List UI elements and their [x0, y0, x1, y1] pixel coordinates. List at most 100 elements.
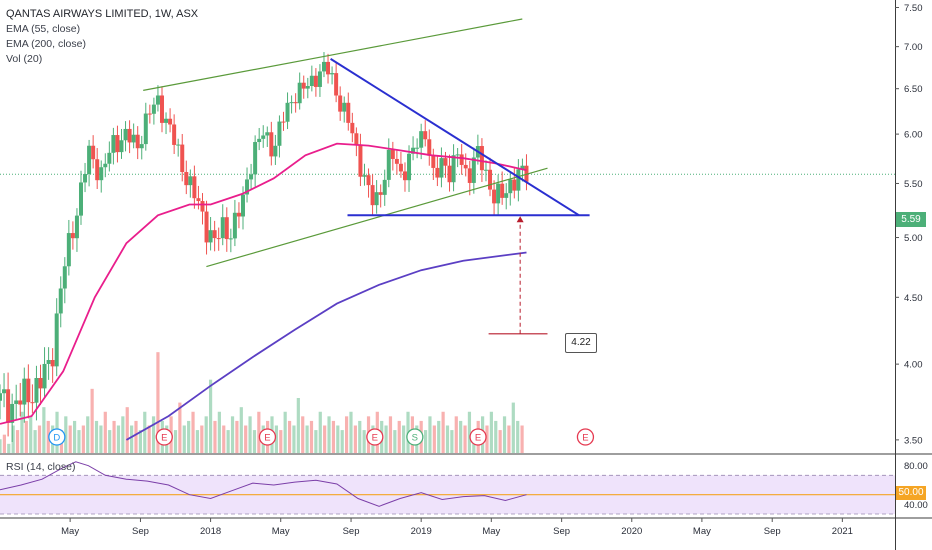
- volume-bar: [178, 402, 182, 453]
- candle-body: [184, 172, 189, 186]
- volume-bar: [498, 430, 502, 453]
- candle-body: [309, 75, 314, 86]
- candle-body: [261, 135, 266, 139]
- volume-bar: [467, 411, 472, 453]
- candle-body: [46, 360, 51, 364]
- candle-body: [22, 378, 27, 405]
- event-marker-e[interactable]: [576, 428, 595, 446]
- event-marker-d[interactable]: [48, 428, 66, 446]
- volume-bar: [454, 416, 458, 453]
- volume-bar: [428, 416, 432, 453]
- event-marker-s[interactable]: [406, 428, 424, 446]
- candle-body: [447, 165, 452, 183]
- event-marker-label: D: [53, 433, 60, 444]
- volume-bar: [494, 420, 498, 453]
- volume-bar: [279, 430, 283, 453]
- candle-body: [471, 157, 476, 183]
- candle-body: [240, 194, 245, 217]
- candle-body: [277, 121, 282, 146]
- price-tick-label: 5.00: [904, 233, 923, 244]
- candle-body: [74, 215, 79, 239]
- candle-body: [346, 102, 351, 123]
- volume-bar: [450, 430, 454, 453]
- candle-body: [224, 217, 229, 240]
- candle-body: [435, 167, 440, 178]
- candle-body: [78, 182, 83, 216]
- candle-body: [350, 122, 355, 134]
- candle-body: [483, 169, 488, 171]
- legend-volume[interactable]: Vol (20): [6, 53, 43, 65]
- candle-body: [50, 360, 55, 367]
- legend-ema55[interactable]: EMA (55, close): [6, 23, 81, 35]
- volume-bar: [151, 416, 156, 453]
- candle-body: [91, 145, 96, 160]
- candle-body: [2, 389, 7, 394]
- volume-bar: [195, 430, 200, 453]
- candle-body: [54, 313, 59, 367]
- event-marker-e[interactable]: [258, 428, 277, 446]
- current-price-badge: 5.59: [896, 212, 926, 227]
- candle-body: [492, 189, 497, 204]
- volume-bar: [520, 425, 524, 453]
- volume-bar: [384, 425, 388, 453]
- rsi-legend[interactable]: RSI (14, close): [6, 461, 76, 473]
- volume-bar: [112, 420, 116, 453]
- volume-bar: [459, 420, 463, 453]
- event-marker-e[interactable]: [155, 428, 173, 446]
- event-marker-label: E: [264, 433, 270, 444]
- volume-bar: [502, 416, 507, 453]
- target-price-callout[interactable]: 4.22: [565, 333, 597, 353]
- candle-body: [42, 363, 47, 389]
- volume-bar: [226, 430, 230, 453]
- candle-body: [496, 183, 501, 204]
- volume-bar: [116, 425, 121, 453]
- event-marker-e[interactable]: [469, 428, 487, 446]
- candle-body: [6, 389, 11, 423]
- symbol-title[interactable]: QANTAS AIRWAYS LIMITED, 1W, ASX: [6, 8, 199, 20]
- candle-body: [402, 171, 407, 181]
- event-marker-label: E: [372, 433, 378, 444]
- volume-bar: [15, 430, 20, 453]
- time-tick-label: Sep: [553, 526, 570, 537]
- candle-body: [512, 179, 517, 191]
- candle-body: [10, 403, 15, 423]
- volume-bar: [239, 407, 243, 453]
- candle-body: [99, 167, 104, 181]
- volume-bar: [432, 425, 436, 453]
- time-tick-label: May: [61, 526, 79, 537]
- volume-bar: [244, 425, 248, 453]
- candle-body: [338, 95, 343, 112]
- channel-lower-line[interactable]: [206, 167, 548, 268]
- triangle-upper-line[interactable]: [330, 58, 580, 217]
- volume-bar: [296, 398, 300, 453]
- time-tick-label: May: [482, 526, 500, 537]
- volume-bar: [314, 430, 318, 453]
- volume-bar: [402, 425, 406, 453]
- volume-bar: [99, 425, 103, 453]
- candle-body: [386, 149, 391, 180]
- event-marker-e[interactable]: [366, 428, 384, 446]
- candle-body: [0, 393, 2, 401]
- volume-bar: [274, 425, 278, 453]
- volume-bar: [182, 425, 186, 453]
- candle-body: [520, 165, 525, 170]
- candle-body: [427, 139, 432, 156]
- volume-bar: [94, 420, 99, 453]
- candle-body: [245, 179, 250, 195]
- volume-bar: [336, 425, 340, 453]
- legend-ema200[interactable]: EMA (200, close): [6, 38, 86, 50]
- price-tick-label: 4.00: [904, 360, 923, 371]
- volume-bar: [0, 439, 2, 453]
- rsi-tick-label: 80.00: [904, 461, 928, 472]
- volume-bar: [516, 420, 520, 453]
- volume-bar: [323, 425, 327, 453]
- volume-bar: [441, 411, 445, 453]
- volume-bar: [301, 416, 305, 453]
- channel-upper-line[interactable]: [143, 18, 523, 91]
- price-tick-label: 6.50: [904, 84, 923, 95]
- candle-body: [212, 230, 217, 239]
- volume-bar: [11, 425, 15, 453]
- time-tick-label: Sep: [764, 526, 781, 537]
- volume-bar: [423, 430, 428, 453]
